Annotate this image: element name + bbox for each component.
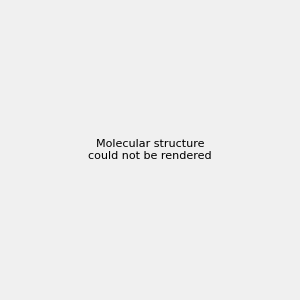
Text: Molecular structure
could not be rendered: Molecular structure could not be rendere…	[88, 139, 212, 161]
